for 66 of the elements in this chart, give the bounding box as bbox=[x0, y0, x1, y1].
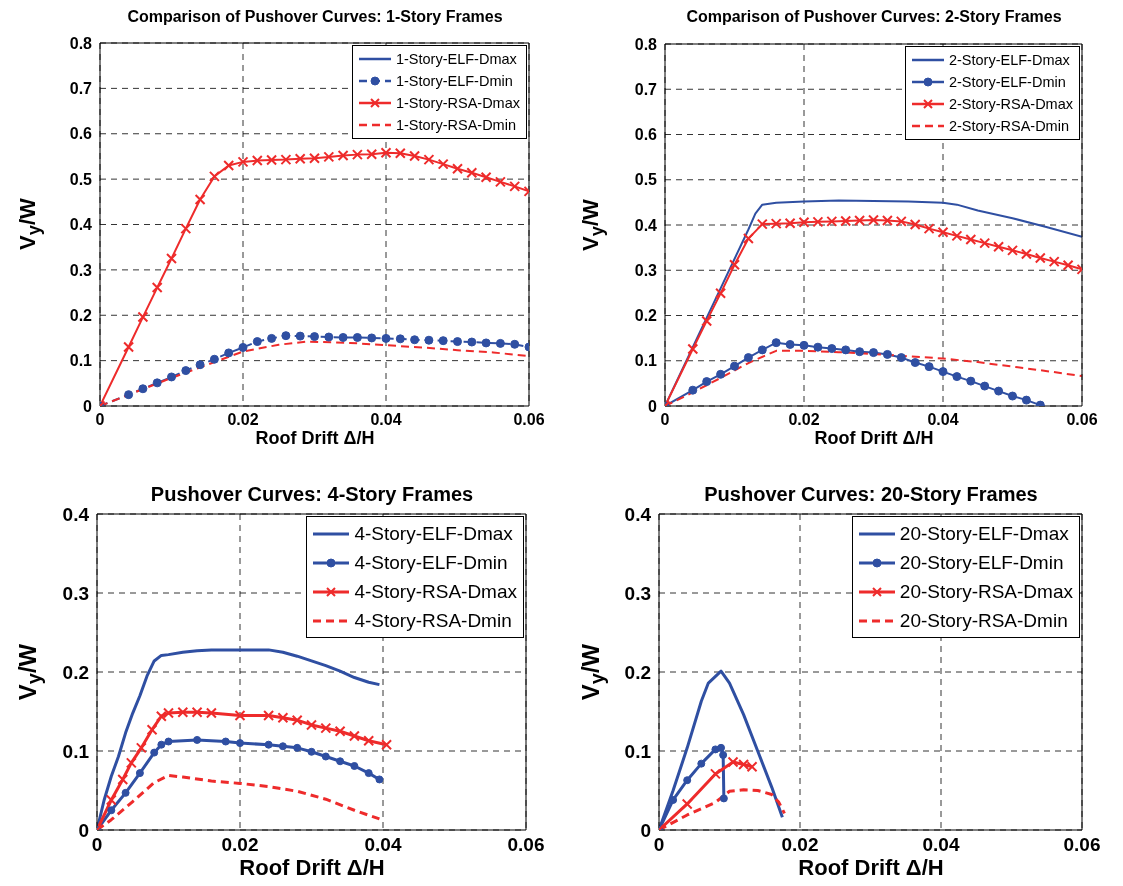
x-tick-label: 0.02 bbox=[221, 834, 259, 856]
y-tick-label: 0 bbox=[640, 819, 651, 841]
y-tick-label: 0.7 bbox=[69, 80, 93, 98]
x-axis-title: Roof Drift Δ/H bbox=[813, 428, 935, 449]
y-tick-label: 0.1 bbox=[634, 352, 658, 370]
y-tick-label: 0.4 bbox=[62, 503, 90, 525]
y-tick-label: 0.6 bbox=[634, 126, 658, 144]
y-tick-label: 0.2 bbox=[634, 307, 658, 325]
legend-label: 20-Story-ELF-Dmin bbox=[899, 551, 1064, 575]
y-tick-label: 0.3 bbox=[69, 261, 93, 279]
x-tick-label: 0.02 bbox=[781, 834, 819, 856]
x-tick-label: 0.02 bbox=[227, 411, 259, 429]
y-tick-label: 0.2 bbox=[62, 661, 89, 683]
legend-label: 2-Story-RSA-Dmin bbox=[948, 117, 1069, 136]
x-tick-label: 0 bbox=[660, 411, 670, 429]
x-tick-label: 0.04 bbox=[927, 411, 959, 429]
legend-label: 4-Story-ELF-Dmin bbox=[354, 551, 508, 575]
y-tick-label: 0.4 bbox=[69, 216, 93, 234]
legend-label: 1-Story-RSA-Dmax bbox=[395, 94, 520, 113]
x-tick-label: 0.06 bbox=[513, 411, 545, 429]
legend-label: 20-Story-ELF-Dmax bbox=[899, 522, 1069, 546]
legend-label: 2-Story-RSA-Dmax bbox=[948, 95, 1073, 114]
legend-label: 2-Story-ELF-Dmin bbox=[948, 73, 1066, 92]
x-axis-title: Roof Drift Δ/H bbox=[238, 855, 386, 881]
y-tick-label: 0.2 bbox=[624, 661, 651, 683]
legend-label: 1-Story-ELF-Dmin bbox=[395, 72, 513, 91]
legend-label: 1-Story-ELF-Dmax bbox=[395, 50, 517, 69]
legend-label: 4-Story-RSA-Dmax bbox=[354, 580, 517, 604]
x-tick-label: 0.04 bbox=[370, 411, 402, 429]
y-tick-label: 0.5 bbox=[69, 170, 93, 188]
y-tick-label: 0.8 bbox=[634, 35, 658, 53]
legend-label: 2-Story-ELF-Dmax bbox=[948, 51, 1070, 70]
y-tick-label: 0.7 bbox=[634, 80, 658, 98]
y-tick-label: 0.2 bbox=[69, 306, 93, 324]
x-tick-label: 0 bbox=[95, 411, 105, 429]
y-tick-label: 0.3 bbox=[634, 261, 658, 279]
y-tick-label: 0.1 bbox=[624, 740, 652, 762]
legend-label: 20-Story-RSA-Dmax bbox=[899, 580, 1073, 604]
y-tick-label: 0.6 bbox=[69, 125, 93, 143]
x-tick-label: 0.06 bbox=[1063, 834, 1101, 856]
x-tick-label: 0.04 bbox=[922, 834, 960, 856]
y-tick-label: 0.1 bbox=[69, 352, 93, 370]
legend-label: 4-Story-RSA-Dmin bbox=[354, 609, 512, 633]
x-axis-title: Roof Drift Δ/H bbox=[254, 428, 376, 449]
y-tick-label: 0 bbox=[648, 397, 658, 415]
x-axis-title: Roof Drift Δ/H bbox=[797, 855, 945, 881]
y-tick-label: 0.8 bbox=[69, 34, 93, 52]
x-tick-label: 0.02 bbox=[788, 411, 820, 429]
x-tick-label: 0.04 bbox=[364, 834, 402, 856]
x-tick-label: 0.06 bbox=[507, 834, 545, 856]
x-tick-label: 0.06 bbox=[1066, 411, 1098, 429]
chart-title: Pushover Curves: 4-Story Frames bbox=[150, 483, 474, 505]
y-tick-label: 0.4 bbox=[634, 216, 658, 234]
legend-label: 20-Story-RSA-Dmin bbox=[899, 609, 1068, 633]
chart-title: Pushover Curves: 20-Story Frames bbox=[704, 483, 1038, 505]
y-tick-label: 0.1 bbox=[62, 740, 90, 762]
chart-title: Comparison of Pushover Curves: 2-Story Frames bbox=[685, 8, 1063, 27]
legend-label: 1-Story-RSA-Dmin bbox=[395, 116, 516, 135]
y-tick-label: 0 bbox=[83, 397, 93, 415]
y-tick-label: 0.4 bbox=[624, 503, 652, 525]
y-tick-label: 0.3 bbox=[624, 582, 651, 604]
y-tick-label: 0.5 bbox=[634, 171, 658, 189]
chart-title: Comparison of Pushover Curves: 1-Story Frames bbox=[126, 8, 504, 27]
y-tick-label: 0 bbox=[78, 819, 89, 841]
legend-label: 4-Story-ELF-Dmax bbox=[354, 522, 513, 546]
y-tick-label: 0.3 bbox=[62, 582, 89, 604]
